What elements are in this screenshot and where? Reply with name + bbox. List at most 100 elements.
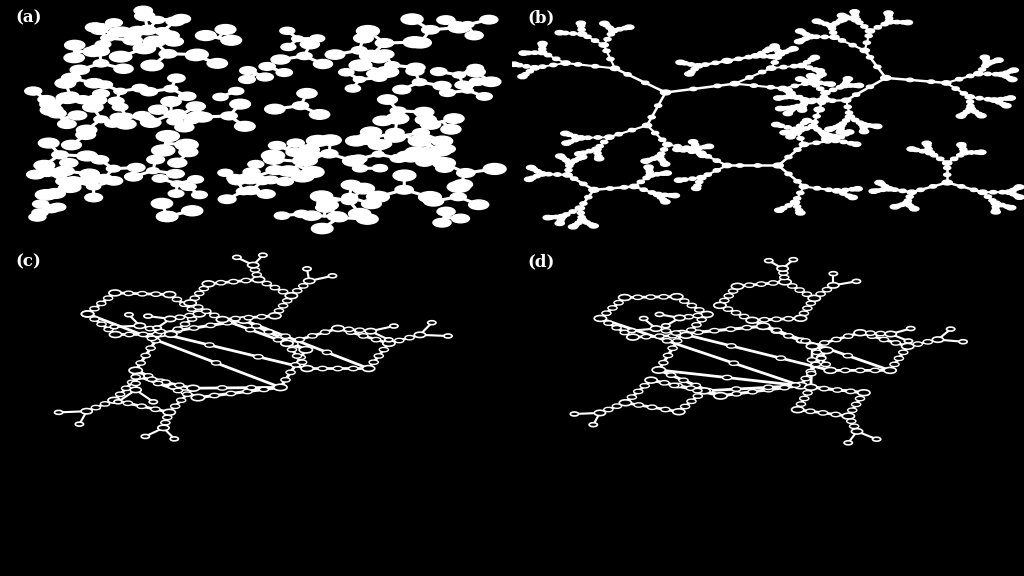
Circle shape bbox=[674, 145, 681, 148]
Circle shape bbox=[531, 51, 539, 54]
Circle shape bbox=[116, 392, 125, 396]
Circle shape bbox=[321, 330, 330, 334]
Circle shape bbox=[806, 35, 815, 39]
Circle shape bbox=[356, 214, 378, 224]
Circle shape bbox=[859, 129, 868, 134]
Circle shape bbox=[690, 87, 697, 90]
Circle shape bbox=[218, 169, 232, 176]
Circle shape bbox=[788, 130, 796, 134]
Circle shape bbox=[180, 183, 197, 191]
Circle shape bbox=[138, 332, 147, 336]
Circle shape bbox=[906, 78, 913, 82]
Circle shape bbox=[140, 118, 161, 127]
Circle shape bbox=[530, 66, 540, 70]
Circle shape bbox=[811, 362, 820, 367]
Circle shape bbox=[333, 366, 342, 371]
Circle shape bbox=[545, 172, 552, 176]
Circle shape bbox=[689, 177, 696, 180]
Circle shape bbox=[594, 316, 606, 321]
Circle shape bbox=[653, 192, 663, 196]
Circle shape bbox=[548, 215, 555, 219]
Circle shape bbox=[428, 321, 436, 325]
Circle shape bbox=[210, 393, 219, 398]
Circle shape bbox=[109, 97, 124, 105]
Circle shape bbox=[218, 195, 236, 203]
Circle shape bbox=[62, 92, 79, 100]
Circle shape bbox=[821, 362, 830, 366]
Circle shape bbox=[831, 412, 841, 416]
Circle shape bbox=[627, 334, 639, 340]
Circle shape bbox=[165, 331, 177, 337]
Circle shape bbox=[775, 208, 784, 213]
Circle shape bbox=[375, 140, 391, 148]
Circle shape bbox=[817, 87, 824, 90]
Circle shape bbox=[168, 385, 177, 389]
Circle shape bbox=[38, 96, 55, 104]
Circle shape bbox=[469, 200, 488, 210]
Circle shape bbox=[175, 315, 184, 320]
Circle shape bbox=[110, 51, 132, 62]
Circle shape bbox=[75, 422, 84, 426]
Circle shape bbox=[360, 127, 382, 137]
Circle shape bbox=[292, 36, 303, 41]
Circle shape bbox=[40, 105, 63, 116]
Circle shape bbox=[332, 325, 344, 331]
Circle shape bbox=[779, 271, 788, 275]
Circle shape bbox=[106, 165, 121, 172]
Circle shape bbox=[373, 151, 384, 157]
Circle shape bbox=[441, 124, 461, 134]
Circle shape bbox=[813, 187, 820, 190]
Circle shape bbox=[898, 203, 905, 206]
Circle shape bbox=[805, 384, 817, 390]
Circle shape bbox=[158, 425, 169, 430]
Circle shape bbox=[140, 25, 155, 32]
Circle shape bbox=[984, 195, 991, 198]
Circle shape bbox=[281, 334, 290, 338]
Circle shape bbox=[589, 187, 599, 192]
Circle shape bbox=[580, 202, 587, 205]
Circle shape bbox=[300, 40, 319, 49]
Circle shape bbox=[783, 88, 793, 92]
Circle shape bbox=[164, 85, 178, 92]
Circle shape bbox=[413, 79, 427, 86]
Circle shape bbox=[147, 336, 157, 340]
Circle shape bbox=[323, 350, 332, 355]
Circle shape bbox=[216, 317, 228, 323]
Circle shape bbox=[792, 130, 801, 134]
Text: (c): (c) bbox=[15, 253, 41, 270]
Circle shape bbox=[385, 338, 393, 342]
Circle shape bbox=[566, 140, 573, 143]
Circle shape bbox=[736, 164, 743, 167]
Circle shape bbox=[436, 164, 454, 172]
Circle shape bbox=[865, 34, 872, 37]
Circle shape bbox=[424, 196, 443, 206]
Circle shape bbox=[799, 106, 806, 109]
Circle shape bbox=[860, 126, 867, 129]
Circle shape bbox=[545, 54, 552, 57]
Circle shape bbox=[1015, 195, 1024, 199]
Circle shape bbox=[621, 185, 628, 189]
Circle shape bbox=[848, 408, 857, 412]
Circle shape bbox=[191, 395, 205, 401]
Circle shape bbox=[760, 317, 769, 322]
Circle shape bbox=[849, 43, 856, 47]
Circle shape bbox=[820, 95, 827, 98]
Circle shape bbox=[161, 97, 181, 107]
Circle shape bbox=[592, 39, 599, 42]
Circle shape bbox=[806, 301, 815, 305]
Circle shape bbox=[585, 195, 592, 199]
Circle shape bbox=[989, 199, 996, 202]
Circle shape bbox=[90, 47, 110, 56]
Circle shape bbox=[928, 80, 935, 84]
Circle shape bbox=[1002, 75, 1010, 78]
Circle shape bbox=[519, 51, 528, 55]
Circle shape bbox=[352, 165, 368, 172]
Circle shape bbox=[658, 361, 668, 365]
Circle shape bbox=[894, 204, 901, 207]
Circle shape bbox=[821, 35, 828, 39]
Circle shape bbox=[612, 404, 622, 408]
Circle shape bbox=[880, 188, 887, 191]
Circle shape bbox=[784, 107, 792, 110]
Circle shape bbox=[687, 399, 696, 403]
Circle shape bbox=[885, 331, 896, 337]
